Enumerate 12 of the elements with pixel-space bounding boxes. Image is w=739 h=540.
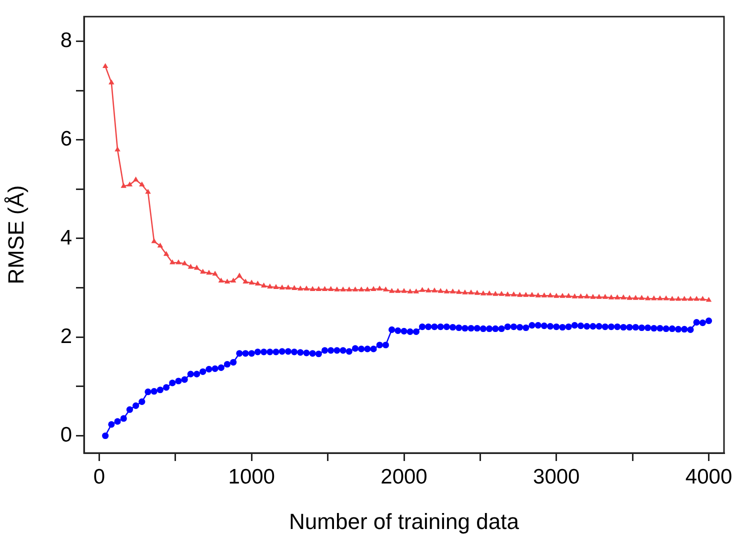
y-tick-label: 6	[60, 128, 72, 151]
y-tick-label: 2	[60, 324, 72, 348]
x-tick-label: 0	[93, 465, 106, 488]
y-axis-title: RMSE (Å)	[3, 185, 28, 284]
x-tick-label: 4000	[685, 465, 732, 488]
y-tick-label: 0	[60, 424, 72, 447]
x-tick-label: 3000	[533, 465, 580, 488]
x-axis-title: Number of training data	[289, 508, 520, 534]
x-tick-label: 1000	[228, 465, 275, 488]
y-tick-label: 8	[60, 29, 72, 52]
y-tick-label: 4	[60, 226, 72, 250]
x-tick-label: 2000	[380, 465, 428, 488]
